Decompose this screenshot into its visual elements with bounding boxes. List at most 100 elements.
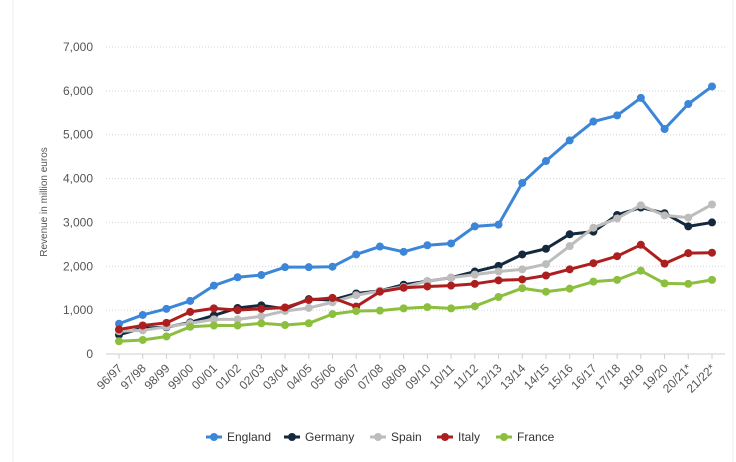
- data-point-england[interactable]: [589, 117, 598, 126]
- data-point-spain[interactable]: [708, 200, 716, 209]
- data-point-england[interactable]: [115, 319, 123, 328]
- data-point-england[interactable]: [660, 125, 669, 134]
- data-point-england[interactable]: [186, 296, 195, 305]
- data-point-england[interactable]: [304, 263, 313, 272]
- data-point-england[interactable]: [684, 100, 693, 109]
- data-point-spain[interactable]: [209, 315, 218, 324]
- data-point-italy[interactable]: [257, 304, 266, 313]
- data-point-italy[interactable]: [708, 248, 716, 257]
- data-point-england[interactable]: [138, 310, 147, 319]
- data-point-germany[interactable]: [541, 244, 550, 253]
- data-point-england[interactable]: [162, 304, 171, 313]
- data-point-france[interactable]: [257, 319, 266, 328]
- data-point-france[interactable]: [162, 332, 171, 341]
- legend[interactable]: England Germany Spain Italy France: [206, 430, 555, 444]
- data-point-france[interactable]: [233, 321, 242, 330]
- data-point-germany[interactable]: [565, 230, 574, 239]
- data-point-france[interactable]: [494, 292, 503, 301]
- data-point-france[interactable]: [423, 303, 432, 312]
- data-point-france[interactable]: [541, 287, 550, 296]
- data-point-france[interactable]: [115, 337, 123, 346]
- data-point-spain[interactable]: [257, 312, 266, 321]
- data-point-italy[interactable]: [399, 283, 408, 292]
- data-point-spain[interactable]: [447, 273, 456, 282]
- data-point-france[interactable]: [281, 321, 290, 330]
- data-point-italy[interactable]: [565, 265, 574, 274]
- data-point-italy[interactable]: [233, 306, 242, 315]
- data-point-france[interactable]: [304, 319, 313, 328]
- data-point-france[interactable]: [352, 307, 361, 316]
- data-point-germany[interactable]: [684, 222, 693, 231]
- data-point-italy[interactable]: [613, 252, 622, 261]
- data-point-england[interactable]: [518, 178, 527, 187]
- data-point-spain[interactable]: [494, 267, 503, 276]
- data-point-spain[interactable]: [660, 211, 669, 220]
- data-point-italy[interactable]: [660, 259, 669, 268]
- data-point-england[interactable]: [209, 281, 218, 290]
- data-point-france[interactable]: [186, 322, 195, 331]
- data-point-italy[interactable]: [447, 281, 456, 290]
- data-point-spain[interactable]: [304, 303, 313, 312]
- data-point-italy[interactable]: [186, 307, 195, 316]
- data-point-germany[interactable]: [494, 261, 503, 270]
- data-point-france[interactable]: [447, 304, 456, 313]
- data-point-france[interactable]: [684, 279, 693, 288]
- data-point-england[interactable]: [708, 82, 716, 91]
- legend-item-france[interactable]: France: [496, 430, 555, 444]
- data-point-italy[interactable]: [115, 325, 123, 334]
- data-point-spain[interactable]: [233, 315, 242, 324]
- data-point-germany[interactable]: [518, 250, 527, 259]
- data-point-england[interactable]: [233, 273, 242, 282]
- data-point-england[interactable]: [470, 222, 479, 231]
- data-point-england[interactable]: [636, 93, 645, 102]
- data-point-england[interactable]: [352, 250, 361, 259]
- data-point-france[interactable]: [470, 302, 479, 311]
- legend-item-germany[interactable]: Germany: [284, 430, 354, 444]
- data-point-france[interactable]: [328, 310, 337, 319]
- data-point-england[interactable]: [375, 242, 384, 251]
- data-point-spain[interactable]: [565, 242, 574, 251]
- data-point-france[interactable]: [589, 277, 598, 286]
- data-point-france[interactable]: [399, 304, 408, 313]
- data-point-italy[interactable]: [375, 287, 384, 296]
- data-point-italy[interactable]: [162, 318, 171, 327]
- data-point-england[interactable]: [281, 263, 290, 272]
- data-point-england[interactable]: [541, 157, 550, 166]
- data-point-england[interactable]: [328, 262, 337, 271]
- data-point-england[interactable]: [423, 241, 432, 250]
- data-point-france[interactable]: [209, 321, 218, 330]
- data-point-spain[interactable]: [636, 201, 645, 210]
- data-point-france[interactable]: [613, 275, 622, 284]
- data-point-italy[interactable]: [423, 282, 432, 291]
- legend-item-england[interactable]: England: [206, 430, 271, 444]
- data-point-spain[interactable]: [613, 214, 622, 223]
- data-point-france[interactable]: [518, 284, 527, 293]
- data-point-spain[interactable]: [589, 223, 598, 232]
- data-point-england[interactable]: [447, 239, 456, 248]
- data-point-england[interactable]: [494, 220, 503, 229]
- data-point-italy[interactable]: [470, 279, 479, 288]
- data-point-italy[interactable]: [494, 276, 503, 285]
- data-point-france[interactable]: [708, 275, 716, 284]
- legend-item-italy[interactable]: Italy: [437, 430, 480, 444]
- data-point-italy[interactable]: [304, 296, 313, 305]
- legend-item-spain[interactable]: Spain: [370, 430, 422, 444]
- data-point-england[interactable]: [613, 111, 622, 120]
- data-point-germany[interactable]: [708, 218, 716, 227]
- data-point-france[interactable]: [565, 284, 574, 293]
- data-point-italy[interactable]: [281, 303, 290, 312]
- data-point-france[interactable]: [138, 335, 147, 344]
- data-point-italy[interactable]: [138, 321, 147, 330]
- data-point-italy[interactable]: [684, 249, 693, 258]
- data-point-italy[interactable]: [209, 304, 218, 313]
- data-point-england[interactable]: [257, 271, 266, 280]
- data-point-france[interactable]: [375, 306, 384, 315]
- data-point-spain[interactable]: [518, 265, 527, 274]
- data-point-spain[interactable]: [684, 213, 693, 222]
- data-point-england[interactable]: [565, 136, 574, 145]
- data-point-spain[interactable]: [352, 291, 361, 300]
- data-point-italy[interactable]: [328, 293, 337, 302]
- data-point-italy[interactable]: [541, 271, 550, 280]
- data-point-spain[interactable]: [541, 260, 550, 269]
- data-point-spain[interactable]: [470, 270, 479, 279]
